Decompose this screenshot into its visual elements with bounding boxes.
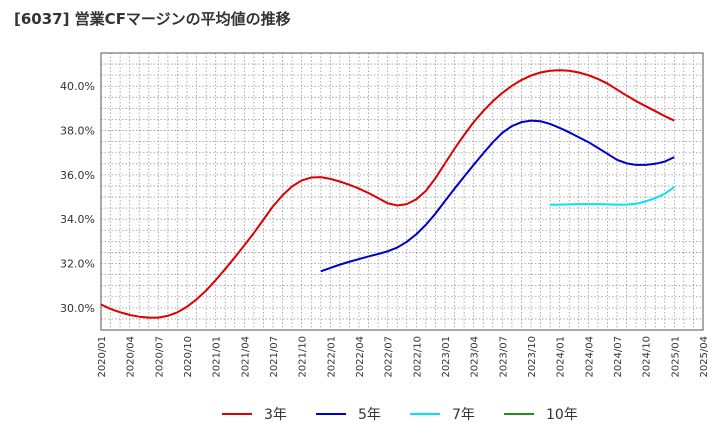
- plot-frame: [100, 52, 704, 331]
- y-tick-label: 30.0%: [60, 302, 95, 315]
- x-tick-label: 2025/01: [670, 336, 681, 378]
- x-tick-label: 2022/01: [326, 336, 337, 378]
- series-line: [320, 119, 675, 273]
- y-tick-label: 38.0%: [60, 125, 95, 138]
- x-tick-label: 2020/04: [126, 336, 137, 378]
- chart-title: [6037] 営業CFマージンの平均値の推移: [14, 10, 291, 28]
- y-tick-label: 36.0%: [60, 169, 95, 182]
- y-tick-label: 40.0%: [60, 80, 95, 93]
- series-line: [550, 186, 675, 206]
- x-tick-label: 2020/10: [183, 336, 194, 378]
- x-tick-label: 2024/01: [556, 336, 567, 378]
- legend-label: 5年: [358, 407, 381, 423]
- series-line: [100, 69, 675, 319]
- x-tick-label: 2023/01: [441, 336, 452, 378]
- x-tick-label: 2024/10: [642, 336, 653, 378]
- x-tick-label: 2022/10: [412, 336, 423, 378]
- legend: 3年 5年 7年 10年: [222, 407, 578, 423]
- x-tick-label: 2025/04: [699, 336, 710, 378]
- x-tick-label: 2024/07: [613, 336, 624, 378]
- x-tick-label: 2021/01: [212, 336, 223, 378]
- x-tick-label: 2021/10: [298, 336, 309, 378]
- y-tick-label: 32.0%: [60, 258, 95, 271]
- grid-layer: [100, 52, 704, 331]
- x-tick-label: 2021/07: [269, 336, 280, 378]
- x-tick-label: 2023/07: [498, 336, 509, 378]
- series-layer: [100, 69, 675, 319]
- x-tick-label: 2023/04: [470, 336, 481, 378]
- x-tick-label: 2020/07: [154, 336, 165, 378]
- legend-label: 7年: [452, 407, 475, 423]
- x-tick-label: 2021/04: [240, 336, 251, 378]
- x-axis: 2020/01 2020/04 2020/07 2020/10 2021/01 2021/…: [97, 336, 710, 378]
- x-tick-label: 2020/01: [97, 336, 108, 378]
- x-tick-label: 2022/07: [384, 336, 395, 378]
- x-tick-label: 2022/04: [355, 336, 366, 378]
- x-tick-label: 2024/04: [584, 336, 595, 378]
- legend-label: 3年: [264, 407, 287, 423]
- legend-label: 10年: [546, 407, 578, 423]
- x-tick-label: 2023/10: [527, 336, 538, 378]
- y-tick-label: 34.0%: [60, 213, 95, 226]
- y-axis: 30.0% 32.0% 34.0% 36.0% 38.0% 40.0%: [60, 80, 95, 315]
